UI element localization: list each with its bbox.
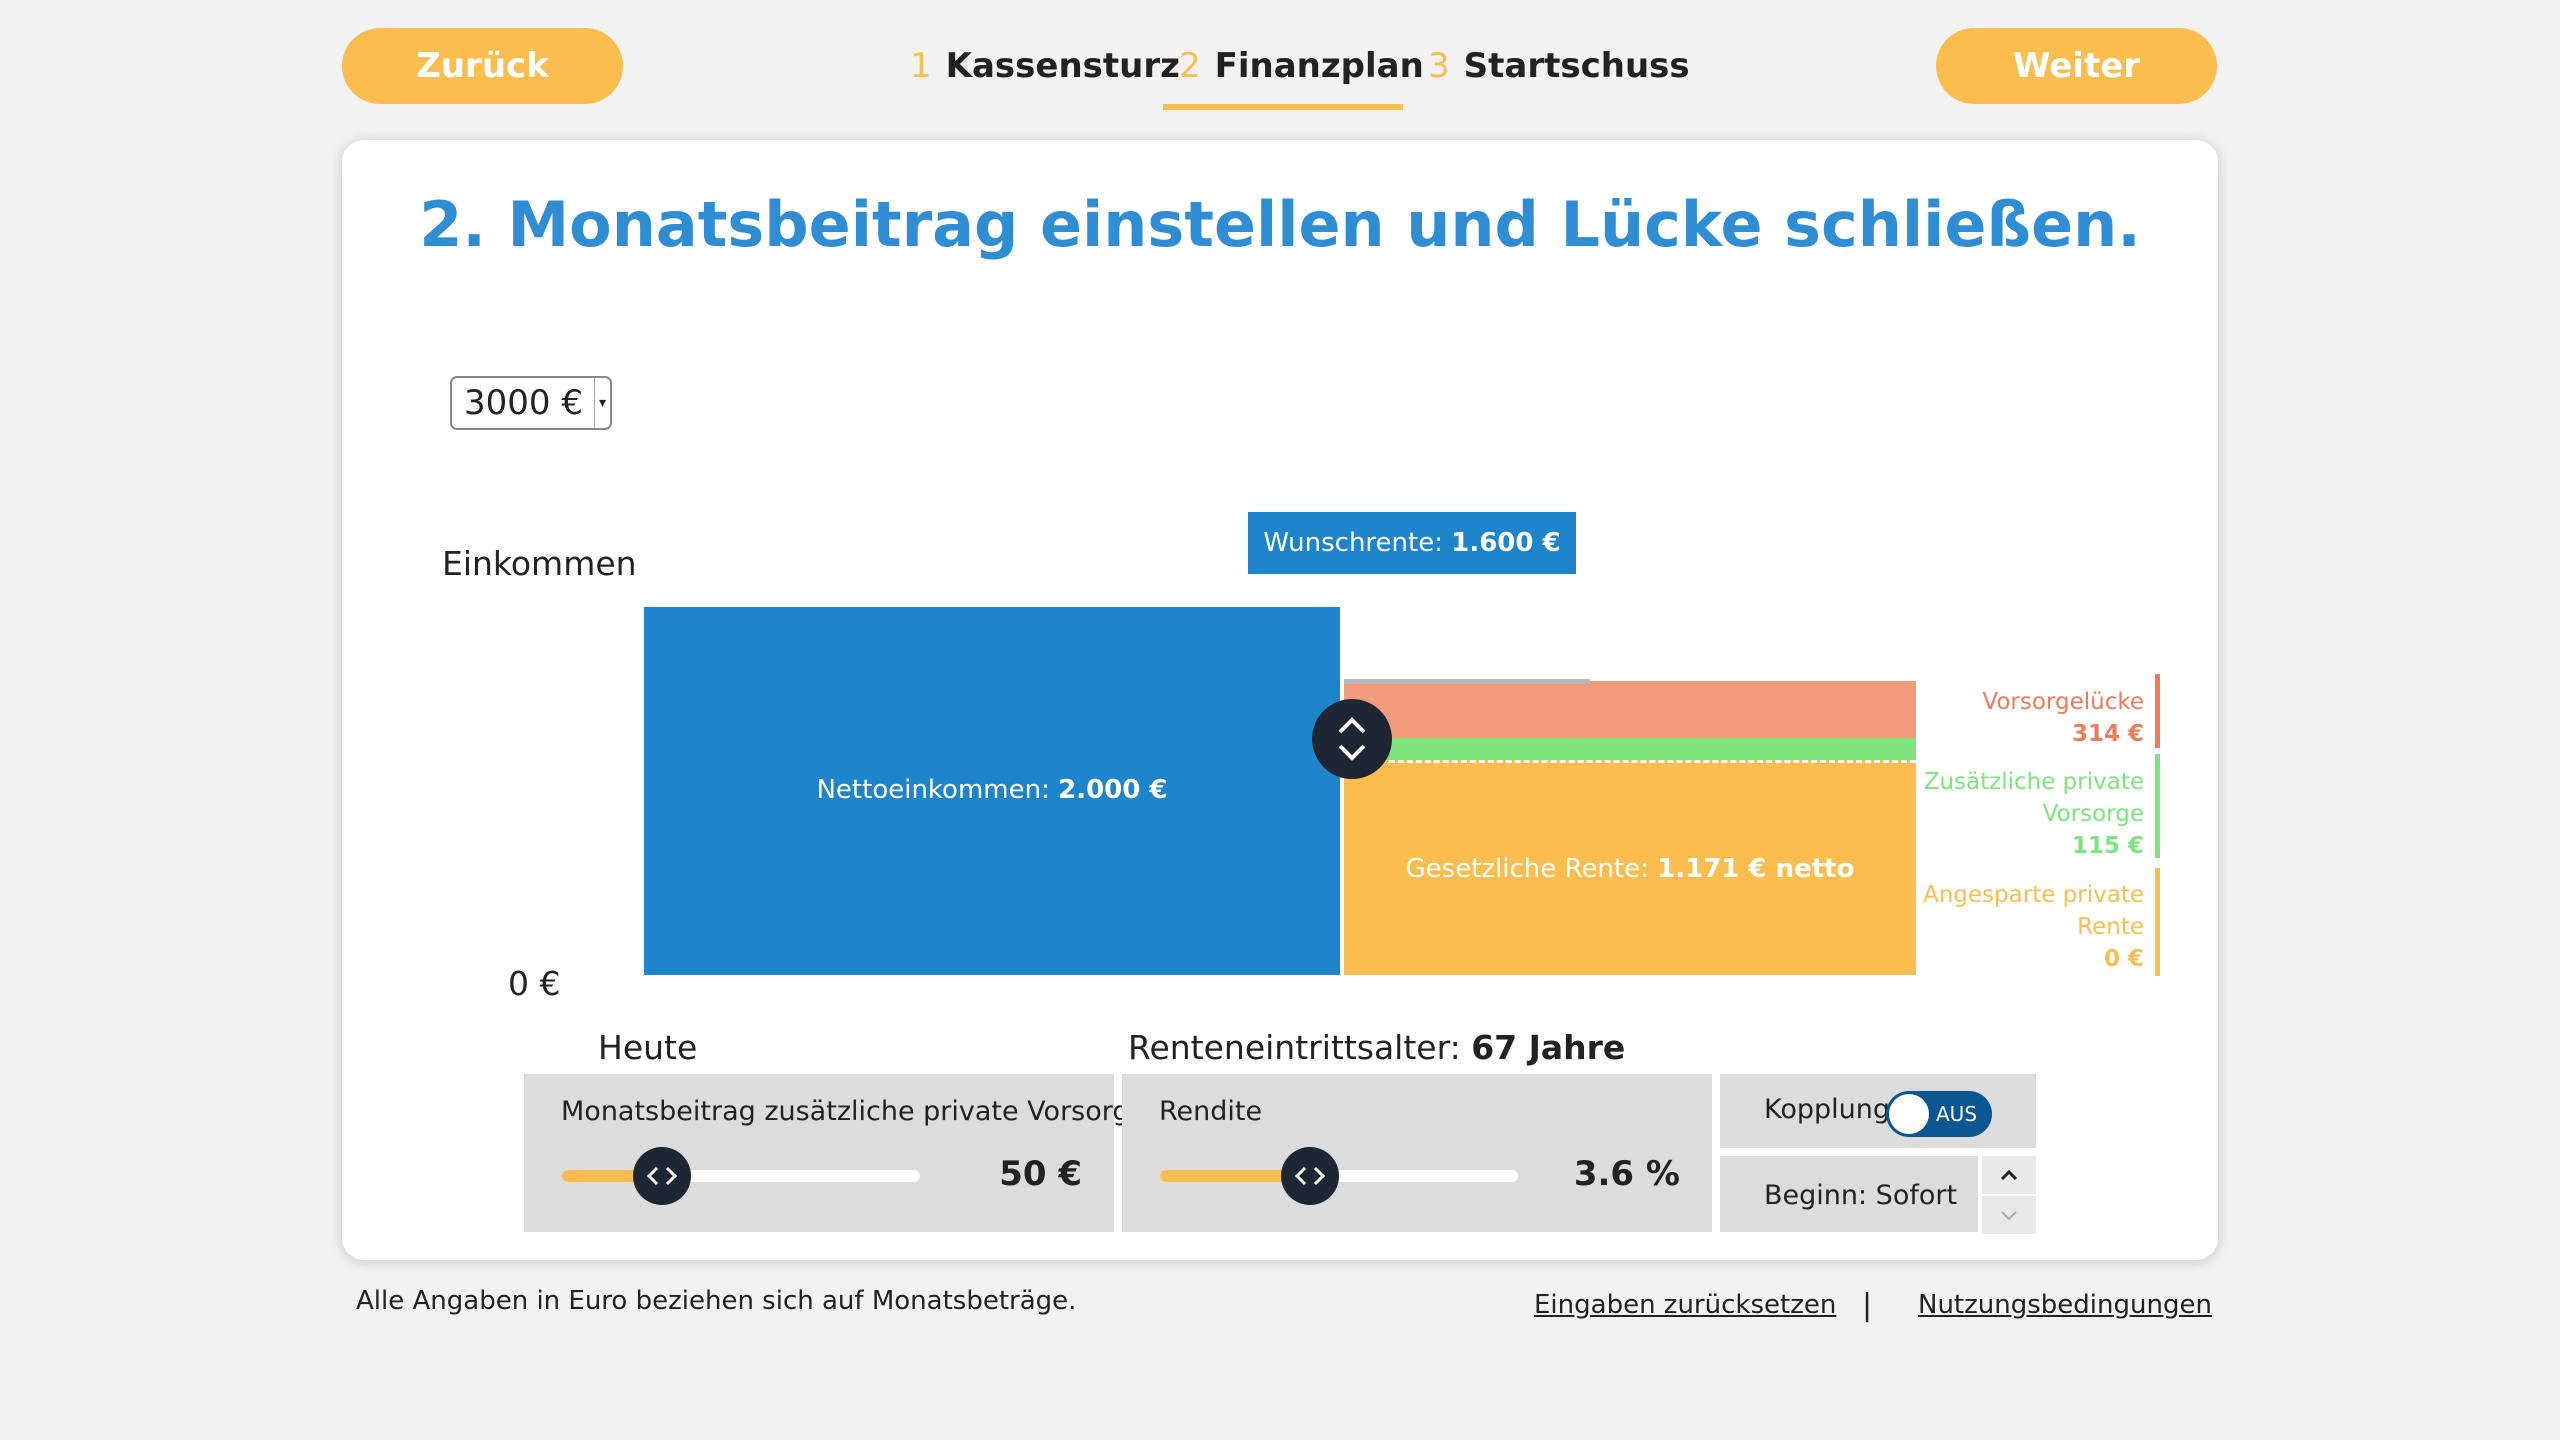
toggle-knob (1889, 1094, 1929, 1134)
wish-pension-value: 1.600 € (1451, 528, 1561, 558)
return-value: 3.6 % (1573, 1154, 1680, 1194)
retirement-age-value: 67 Jahre (1471, 1028, 1626, 1067)
step-label: Kassensturz (945, 46, 1180, 86)
x-label-retirement: Renteneintrittsalter: 67 Jahre (1128, 1028, 1625, 1067)
contribution-slider-knob[interactable] (633, 1147, 692, 1205)
start-increment-button[interactable] (1982, 1156, 2036, 1194)
step-finanzplan[interactable]: 2 Finanzplan (1163, 46, 1424, 110)
step-number: 2 (1179, 46, 1201, 86)
step-number: 1 (910, 46, 932, 86)
legend-title-2: Rente (2077, 914, 2144, 940)
return-label: Rendite (1159, 1096, 1263, 1127)
footer-note: Alle Angaben in Euro beziehen sich auf M… (356, 1286, 1077, 1316)
legend-title: Zusätzliche private (1923, 769, 2144, 795)
contribution-panel: Monatsbeitrag zusätzliche private Vorsor… (524, 1074, 1146, 1232)
statutory-pension-text: Gesetzliche Rente: (1405, 854, 1658, 885)
step-label: Finanzplan (1214, 46, 1424, 86)
step-startschuss[interactable]: 3 Startschuss (1428, 46, 1690, 110)
step-number: 3 (1428, 46, 1450, 86)
retirement-segment-vorsorgelücke (1344, 680, 1916, 739)
net-income-text: Nettoeinkommen: (816, 775, 1050, 805)
chevron-up-down-icon (1338, 717, 1366, 761)
legend-bar-angesparte-rente (2155, 868, 2160, 976)
legend-title: Vorsorgelücke (1982, 689, 2144, 715)
y-axis-label: Einkommen (442, 544, 637, 583)
retirement-segment-zusätzliche-private-vorsorge (1344, 738, 1916, 760)
chevron-down-icon (2001, 1211, 2017, 1221)
page-title: 2. Monatsbeitrag einstellen und Lücke sc… (419, 188, 2141, 261)
chevron-left-right-icon (1295, 1166, 1326, 1186)
footer-separator: | (1862, 1288, 1873, 1323)
chevron-down-icon: ▾ (594, 378, 610, 428)
back-button[interactable]: Zurück (342, 28, 623, 104)
start-decrement-button[interactable] (1982, 1196, 2036, 1234)
contribution-label: Monatsbeitrag zusätzliche private Vorsor… (561, 1096, 1147, 1127)
terms-link[interactable]: Nutzungsbedingungen (1918, 1290, 2212, 1320)
start-panel[interactable]: Beginn: Sofort (1720, 1156, 1978, 1232)
chevron-left-right-icon (647, 1166, 678, 1186)
legend-value: 115 € (2071, 833, 2144, 859)
x-label-today: Heute (598, 1028, 698, 1067)
legend-vorsorgeluecke: Vorsorgelücke 314 € (1900, 686, 2144, 750)
chevron-up-icon (2000, 1169, 2018, 1181)
y-zero-label: 0 € (508, 964, 561, 1003)
legend-value: 314 € (2071, 721, 2144, 747)
legend-title: Angesparte private (1923, 882, 2144, 908)
legend-bar-vorsorgeluecke (2155, 674, 2160, 748)
coupling-toggle[interactable]: AUS (1886, 1091, 1992, 1137)
legend-title-2: Vorsorge (2042, 801, 2144, 827)
contribution-value: 50 € (999, 1154, 1082, 1194)
legend-bar-zusaetzliche-vorsorge (2155, 754, 2160, 858)
statutory-pension-value: 1.171 € netto (1657, 854, 1855, 885)
chart-drag-handle[interactable] (1312, 699, 1392, 779)
next-button[interactable]: Weiter (1936, 28, 2217, 104)
net-income-bar: Nettoeinkommen: 2.000 € (644, 607, 1340, 975)
net-income-label: Nettoeinkommen: 2.000 € (644, 775, 1340, 805)
wish-pension-label[interactable]: Wunschrente: 1.600 € (1248, 512, 1576, 574)
return-panel: Rendite 3.6 % (1122, 1074, 1712, 1232)
return-slider-fill (1160, 1170, 1311, 1182)
legend-zusaetzliche-vorsorge: Zusätzliche private Vorsorge 115 € (1900, 766, 2144, 862)
income-select-value: 3000 € (464, 383, 583, 423)
contribution-slider[interactable] (562, 1147, 920, 1205)
legend-value: 0 € (2103, 946, 2144, 972)
income-select[interactable]: 3000 € ▾ (450, 376, 612, 430)
return-slider-knob[interactable] (1281, 1147, 1340, 1205)
retirement-prefix: Renteneintrittsalter: (1128, 1028, 1461, 1067)
step-kassensturz[interactable]: 1 Kassensturz (910, 46, 1180, 110)
return-slider[interactable] (1160, 1147, 1518, 1205)
wish-pension-line (1344, 678, 1590, 684)
start-label: Beginn: Sofort (1764, 1180, 1958, 1211)
reset-link[interactable]: Eingaben zurücksetzen (1534, 1290, 1837, 1320)
step-label: Startschuss (1463, 46, 1690, 86)
coupling-label: Kopplung (1764, 1094, 1891, 1125)
retirement-segment-gesetzliche-rente: Gesetzliche Rente: 1.171 € netto (1344, 759, 1916, 975)
legend-angesparte-rente: Angesparte private Rente 0 € (1900, 879, 2144, 975)
net-income-value: 2.000 € (1058, 775, 1168, 805)
toggle-text: AUS (1936, 1102, 1978, 1126)
wish-pension-text: Wunschrente: (1263, 528, 1443, 558)
statutory-pension-label: Gesetzliche Rente: 1.171 € netto (1344, 854, 1916, 884)
